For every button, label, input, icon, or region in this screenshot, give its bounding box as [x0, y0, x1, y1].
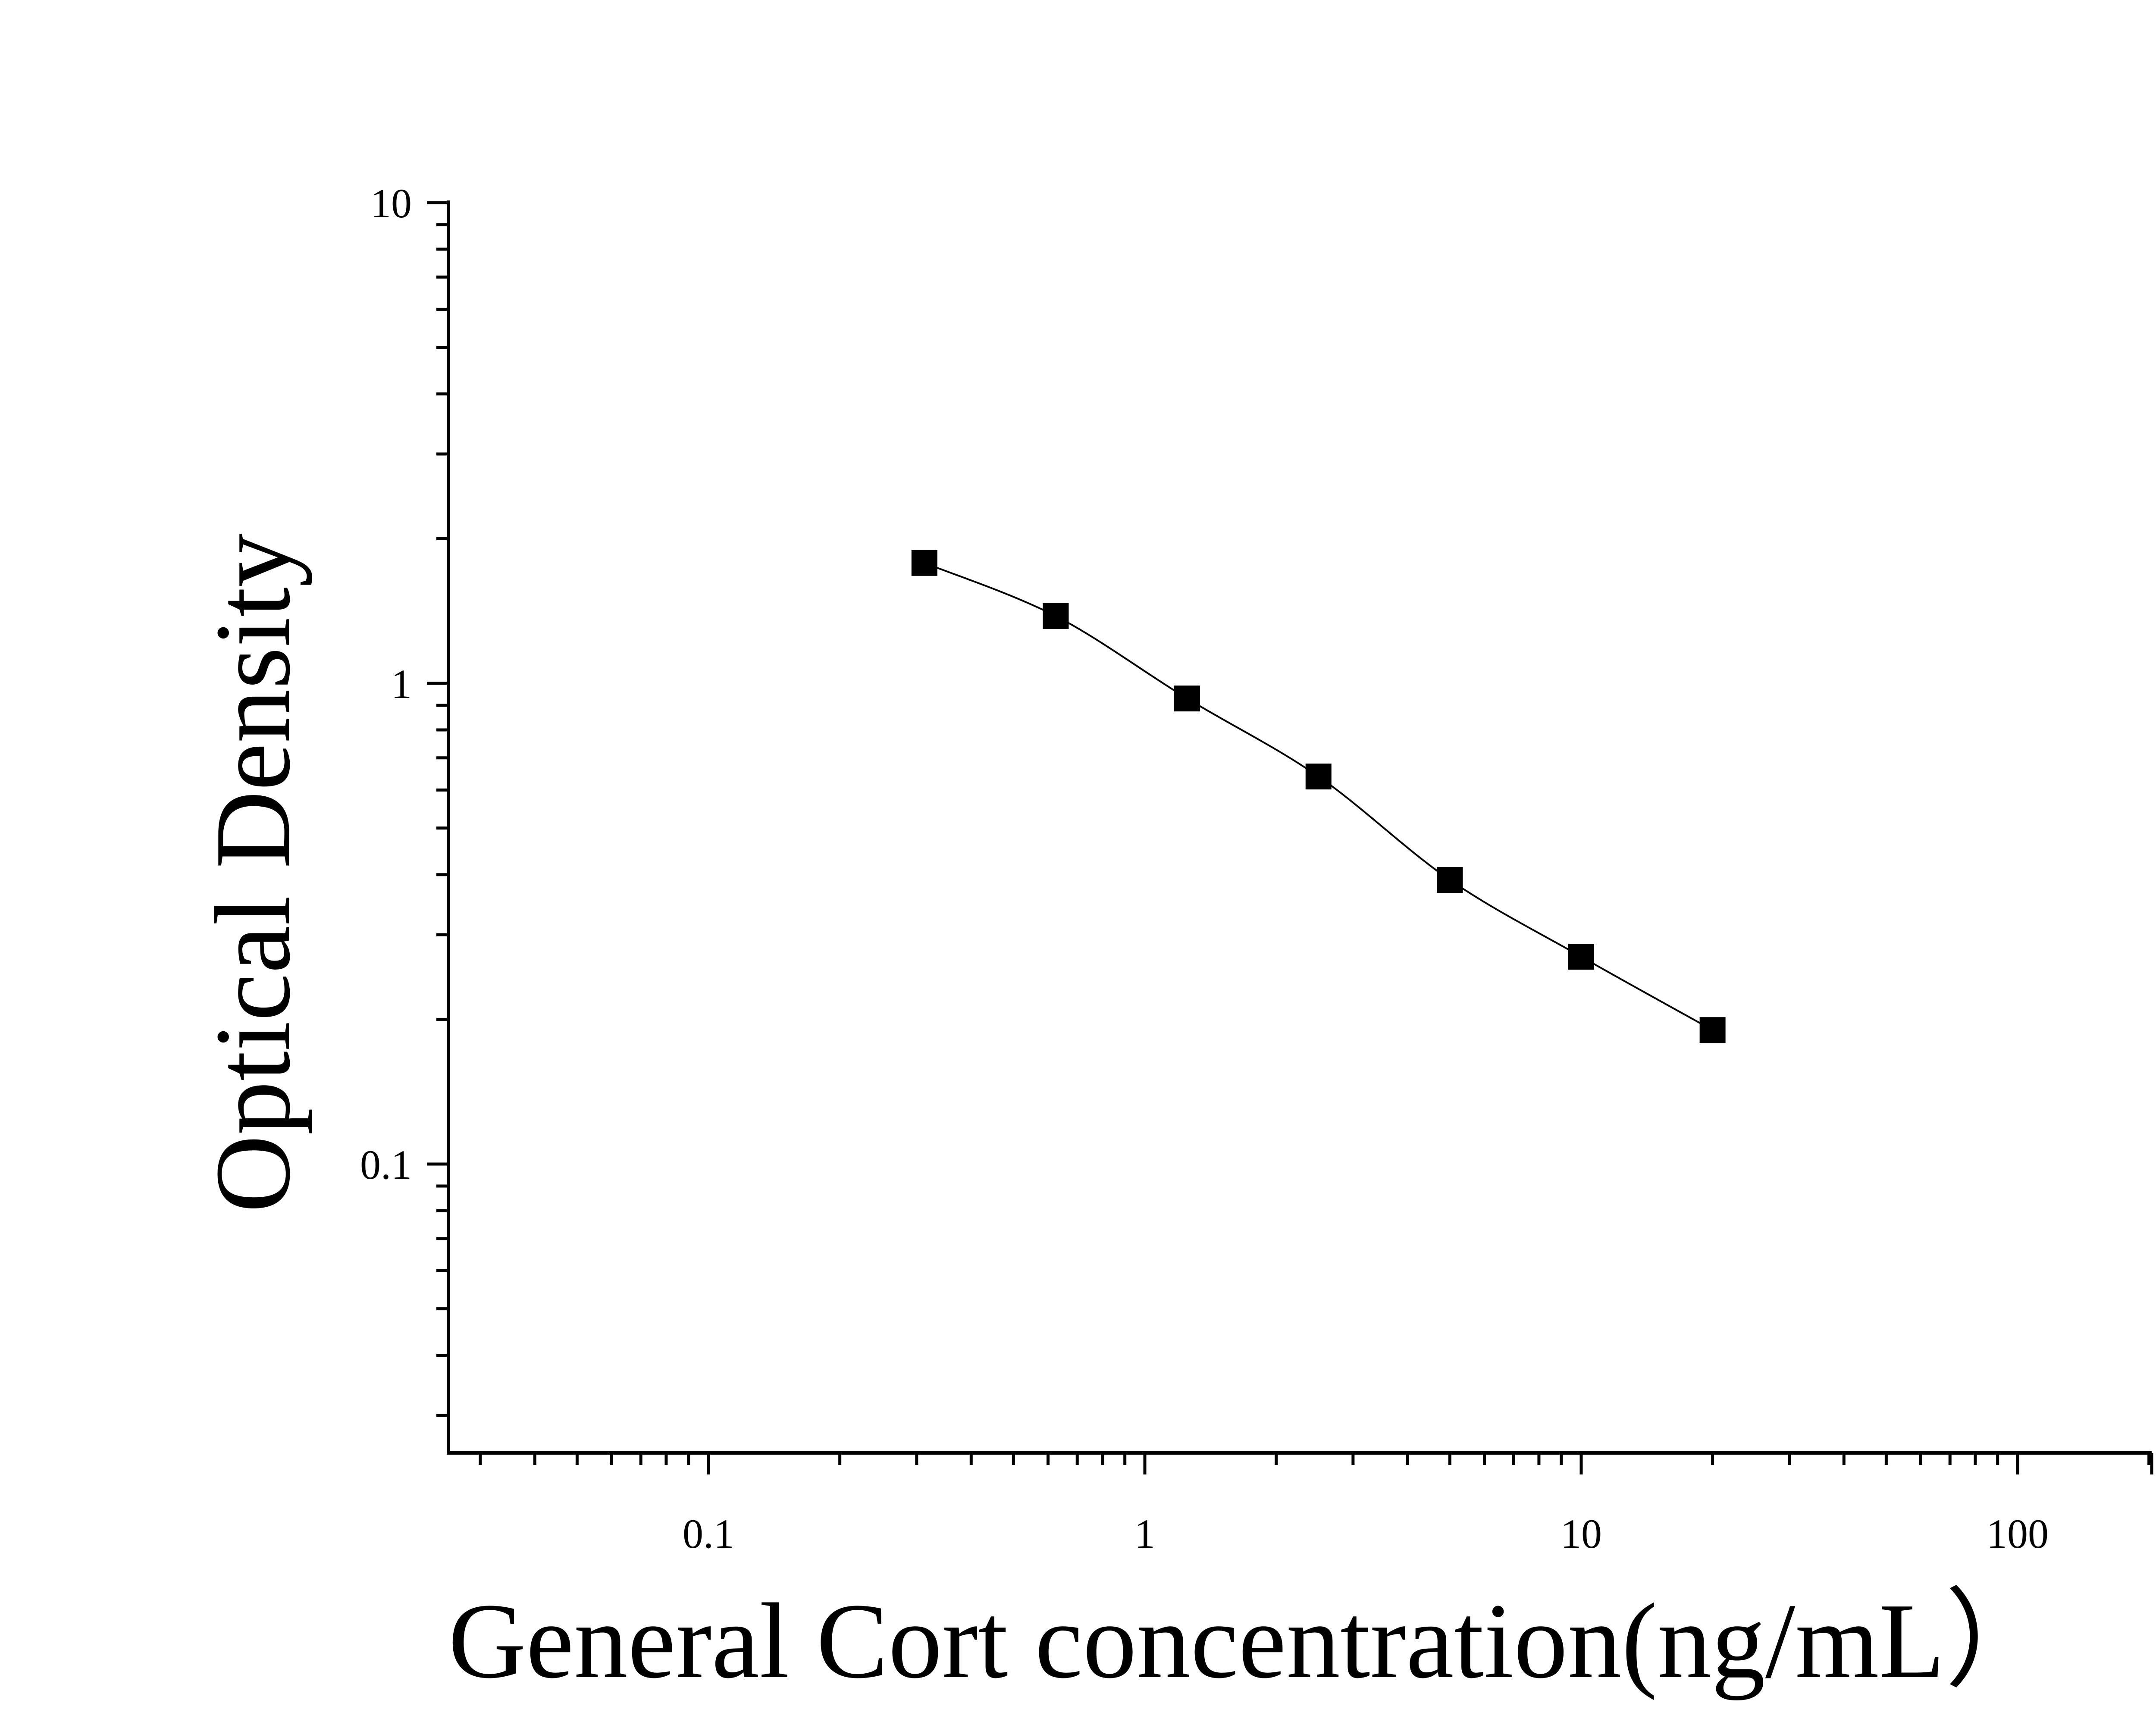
x-tick-label: 100: [1987, 1511, 2049, 1557]
data-point: [911, 550, 937, 576]
y-tick-label: 10: [370, 180, 412, 226]
x-tick-label: 10: [1561, 1511, 1602, 1557]
x-tick-label: 0.1: [683, 1511, 734, 1557]
data-point: [1568, 944, 1594, 970]
tick-marks: [427, 201, 2153, 1474]
x-tick-label: 1: [1134, 1511, 1155, 1557]
data-point: [1437, 867, 1463, 893]
data-point: [1305, 764, 1332, 790]
data-point: [1043, 603, 1069, 629]
tick-labels: 0.1 1 10 100 0.1 1 10: [360, 180, 2049, 1557]
data-point: [1174, 686, 1200, 712]
y-axis-title: Optical Density: [193, 533, 313, 1213]
x-axis-title: General Cort concentration(ng/mL）: [448, 1581, 2053, 1701]
data-point: [1699, 1017, 1726, 1043]
fit-curve: [924, 562, 1713, 1031]
y-tick-label: 1: [391, 661, 412, 707]
y-tick-label: 0.1: [360, 1142, 412, 1188]
data-points: [911, 550, 1726, 1043]
axes: [447, 200, 2152, 1455]
